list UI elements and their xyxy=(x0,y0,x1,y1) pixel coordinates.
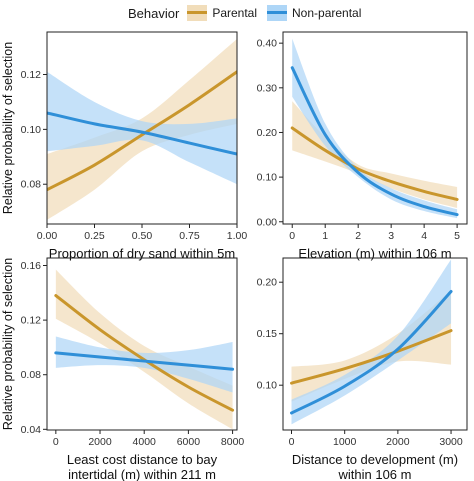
series-line-parental xyxy=(290,126,459,201)
x-tick-label: 4 xyxy=(421,230,427,242)
y-tick-label: 0.30 xyxy=(257,82,278,94)
confidence-band-parental xyxy=(55,269,233,430)
x-tick-label: 0.25 xyxy=(84,230,105,242)
x-tick-label: 3000 xyxy=(439,436,463,448)
y-axis-label: Relative probability of selection xyxy=(1,42,15,214)
y-tick-label: 0.04 xyxy=(21,424,42,436)
x-tick-label: 1 xyxy=(322,230,328,242)
y-tick-label: 0.10 xyxy=(21,124,42,136)
series-line-non-parental xyxy=(290,289,453,415)
panel-border xyxy=(46,257,238,431)
y-tick-label: 0.20 xyxy=(257,127,278,139)
x-axis-label: within 106 m xyxy=(338,467,412,481)
panel-border xyxy=(282,257,468,431)
series-line-parental xyxy=(47,70,237,192)
legend-label-non-parental: Non-parental xyxy=(292,6,362,20)
series-line-non-parental xyxy=(54,351,235,371)
y-tick-label: 0.15 xyxy=(257,328,278,340)
x-axis-label: Distance to development (m) xyxy=(292,452,458,467)
x-tick-label: 0.50 xyxy=(132,230,153,242)
y-tick-label: 0.08 xyxy=(21,179,42,191)
panel-2: 0 1 2 3 4 5 0.00 0.10 0.20 0.30 0.40 Elevation (m) … xyxy=(257,31,468,261)
confidence-band-non-parental xyxy=(292,38,458,219)
x-tick-label: 0 xyxy=(289,436,295,448)
x-tick-label: 0.00 xyxy=(37,230,58,242)
x-axis-label: Least cost distance to bay xyxy=(67,452,218,467)
x-tick-label: 5 xyxy=(454,230,460,242)
y-tick-label: 0.08 xyxy=(21,369,42,381)
x-tick-label: 0.75 xyxy=(179,230,200,242)
legend-label-parental: Parental xyxy=(212,6,258,20)
y-axis-label: Relative probability of selection xyxy=(1,258,15,430)
x-tick-label: 1.00 xyxy=(227,230,248,242)
y-tick-label: 0.16 xyxy=(21,260,42,272)
x-tick-label: 4000 xyxy=(133,436,157,448)
y-tick-label: 0.40 xyxy=(257,38,278,50)
legend-key-non-parental xyxy=(267,5,288,21)
x-tick-label: 3 xyxy=(388,230,394,242)
x-axis-label: Elevation (m) within 106 m xyxy=(298,246,451,261)
y-tick-label: 0.10 xyxy=(257,172,278,184)
confidence-band-non-parental xyxy=(291,259,452,425)
legend: Behavior Parental Non-parental xyxy=(128,2,371,24)
plot-area xyxy=(47,38,237,220)
series-line-non-parental xyxy=(47,111,237,156)
x-tick-label: 2 xyxy=(355,230,361,242)
x-tick-label: 0 xyxy=(53,436,59,448)
panel-4: 0 1000 2000 3000 0.10 0.15 0.20 Distance to dev… xyxy=(257,257,468,481)
x-tick-label: 8000 xyxy=(221,436,245,448)
x-axis-label: Proportion of dry sand within 5m xyxy=(49,246,235,261)
legend-item-parental: Parental xyxy=(187,5,257,21)
panel-3: 0 2000 4000 6000 8000 0.04 0.08 0.12 0.16 Least c… xyxy=(21,257,245,481)
x-tick-label: 6000 xyxy=(177,436,201,448)
legend-key-parental xyxy=(187,5,208,21)
y-tick-label: 0.10 xyxy=(257,380,278,392)
x-tick-label: 0 xyxy=(289,230,295,242)
y-tick-label: 0.12 xyxy=(21,315,42,327)
x-tick-label: 2000 xyxy=(88,436,112,448)
panel-border xyxy=(282,31,468,225)
plot-area xyxy=(290,259,453,425)
x-axis-label: intertidal (m) within 211 m xyxy=(68,467,216,481)
y-tick-label: 0.12 xyxy=(21,69,42,81)
plot-area xyxy=(290,38,459,219)
confidence-band-non-parental xyxy=(47,71,237,185)
series-line-non-parental xyxy=(290,66,459,217)
confidence-band-non-parental xyxy=(55,336,233,393)
x-tick-label: 1000 xyxy=(333,436,357,448)
panel-1: 0.00 0.25 0.50 0.75 1.00 0.08 0.10 0.12 Proporti… xyxy=(21,31,248,261)
legend-item-non-parental: Non-parental xyxy=(267,5,361,21)
y-tick-label: 0.00 xyxy=(257,216,278,228)
confidence-band-parental xyxy=(292,101,458,208)
legend-title: Behavior xyxy=(128,5,180,21)
series-line-parental xyxy=(290,329,453,385)
x-tick-label: 2000 xyxy=(386,436,410,448)
y-tick-label: 0.20 xyxy=(257,277,278,289)
plot-area xyxy=(54,269,235,430)
